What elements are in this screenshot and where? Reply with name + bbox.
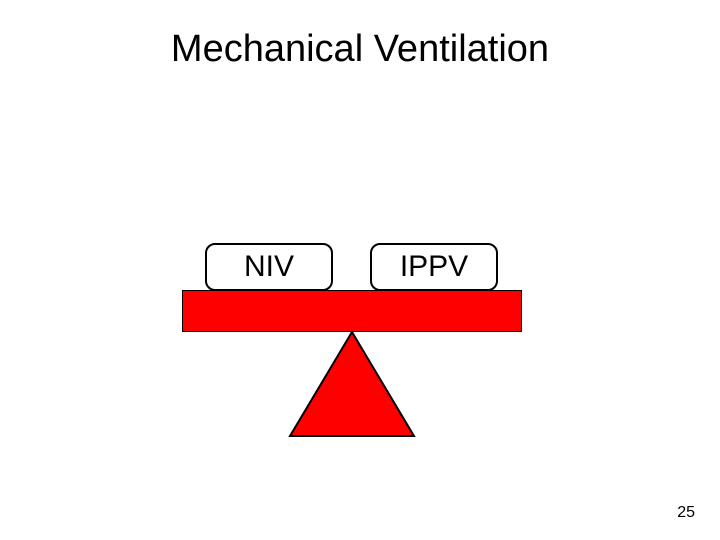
option-label: IPPV xyxy=(400,250,468,284)
option-box-ippv: IPPV xyxy=(370,243,498,291)
fulcrum-triangle xyxy=(288,330,416,438)
balance-beam xyxy=(182,290,522,332)
option-box-niv: NIV xyxy=(205,243,333,291)
page-number: 25 xyxy=(677,504,695,522)
page-title: Mechanical Ventilation xyxy=(0,28,720,71)
option-label: NIV xyxy=(244,250,294,284)
